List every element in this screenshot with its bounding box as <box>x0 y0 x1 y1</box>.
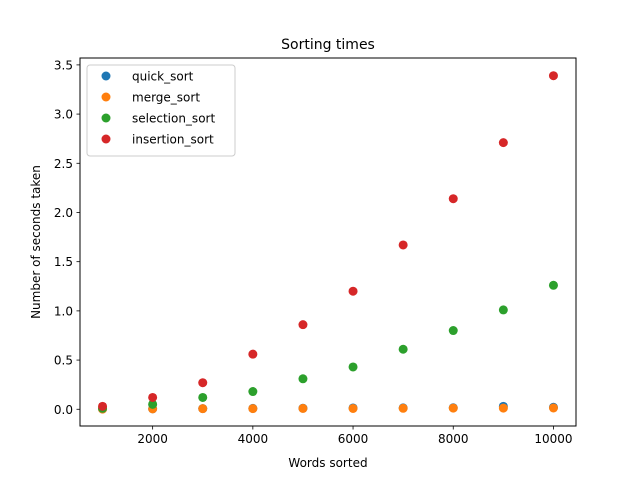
data-point <box>148 392 158 402</box>
legend-marker <box>101 92 111 102</box>
legend-label: selection_sort <box>132 112 215 126</box>
data-point <box>498 138 508 148</box>
data-point <box>198 392 208 402</box>
data-point <box>298 403 308 413</box>
data-point <box>498 403 508 413</box>
data-point <box>548 280 558 290</box>
y-tick-label: 3.5 <box>54 58 73 72</box>
data-point <box>198 404 208 414</box>
data-point <box>348 286 358 296</box>
data-point <box>298 374 308 384</box>
data-point <box>198 378 208 388</box>
x-axis-label: Words sorted <box>288 456 367 470</box>
x-tick-label: 2000 <box>137 432 168 446</box>
legend-box <box>86 64 236 157</box>
data-point <box>398 403 408 413</box>
y-tick-label: 0.0 <box>54 403 73 417</box>
series-insertion-sort <box>98 71 558 411</box>
series-selection-sort <box>98 280 558 413</box>
data-point <box>148 399 158 409</box>
y-tick-label: 2.0 <box>54 206 73 220</box>
data-point <box>98 401 108 411</box>
legend-marker <box>101 113 111 123</box>
x-tick-label: 8000 <box>438 432 469 446</box>
x-tick-label: 4000 <box>238 432 269 446</box>
data-point <box>498 305 508 315</box>
points-layer <box>98 71 558 414</box>
y-tick-label: 2.5 <box>54 157 73 171</box>
y-tick-label: 1.5 <box>54 255 73 269</box>
data-point <box>398 240 408 250</box>
legend-marker <box>101 134 111 144</box>
data-point <box>348 403 358 413</box>
data-point <box>448 326 458 336</box>
x-axis: 2000 4000 6000 8000 10000 <box>137 426 573 446</box>
x-tick-label: 10000 <box>534 432 572 446</box>
y-tick-label: 3.0 <box>54 108 73 122</box>
data-point <box>548 403 558 413</box>
legend: quick_sort merge_sort selection_sortinsert… <box>86 64 236 157</box>
y-tick-label: 0.5 <box>54 354 73 368</box>
y-axis: 0.0 0.5 1.0 1.5 2.0 2.5 3.0 3.5 <box>54 58 80 417</box>
data-point <box>448 194 458 204</box>
data-point <box>548 71 558 81</box>
data-point <box>398 344 408 354</box>
data-point <box>448 403 458 413</box>
legend-label: merge_sort <box>132 91 200 105</box>
chart-title: Sorting times <box>281 37 375 53</box>
plot-frame <box>79 57 577 427</box>
data-point <box>248 387 258 397</box>
data-point <box>248 404 258 414</box>
y-axis-label: Number of seconds taken <box>29 165 43 319</box>
legend-label: quick_sort <box>132 70 194 84</box>
x-tick-label: 6000 <box>338 432 369 446</box>
y-tick-label: 1.0 <box>54 304 73 318</box>
data-point <box>248 349 258 359</box>
data-point <box>348 362 358 372</box>
legend-marker <box>101 71 111 81</box>
legend-label: insertion_sort <box>132 133 214 147</box>
data-point <box>298 320 308 330</box>
